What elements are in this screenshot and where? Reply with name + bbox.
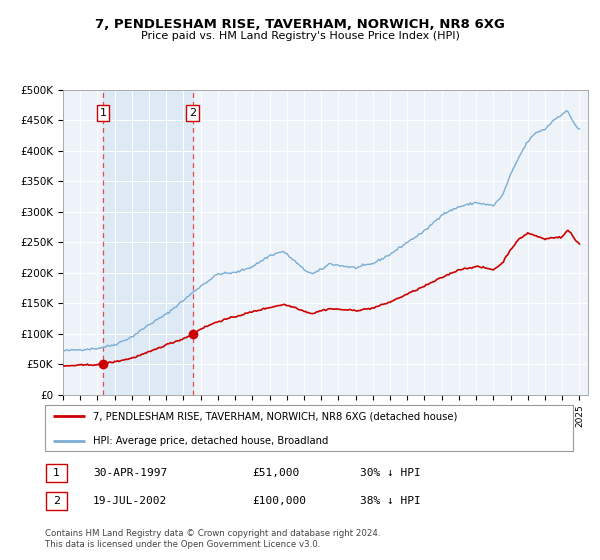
Text: 1: 1 xyxy=(100,108,107,118)
Text: 19-JUL-2002: 19-JUL-2002 xyxy=(93,496,167,506)
Text: £100,000: £100,000 xyxy=(252,496,306,506)
Text: 7, PENDLESHAM RISE, TAVERHAM, NORWICH, NR8 6XG: 7, PENDLESHAM RISE, TAVERHAM, NORWICH, N… xyxy=(95,18,505,31)
Text: HPI: Average price, detached house, Broadland: HPI: Average price, detached house, Broa… xyxy=(92,436,328,446)
Text: 38% ↓ HPI: 38% ↓ HPI xyxy=(360,496,421,506)
Text: £51,000: £51,000 xyxy=(252,468,299,478)
Text: Contains HM Land Registry data © Crown copyright and database right 2024.
This d: Contains HM Land Registry data © Crown c… xyxy=(45,529,380,549)
Text: 2: 2 xyxy=(189,108,196,118)
Text: 7, PENDLESHAM RISE, TAVERHAM, NORWICH, NR8 6XG (detached house): 7, PENDLESHAM RISE, TAVERHAM, NORWICH, N… xyxy=(92,412,457,421)
Text: 30-APR-1997: 30-APR-1997 xyxy=(93,468,167,478)
Text: 2: 2 xyxy=(53,496,60,506)
Text: Price paid vs. HM Land Registry's House Price Index (HPI): Price paid vs. HM Land Registry's House … xyxy=(140,31,460,41)
Text: 1: 1 xyxy=(53,468,60,478)
Bar xyxy=(103,90,193,395)
Text: 30% ↓ HPI: 30% ↓ HPI xyxy=(360,468,421,478)
